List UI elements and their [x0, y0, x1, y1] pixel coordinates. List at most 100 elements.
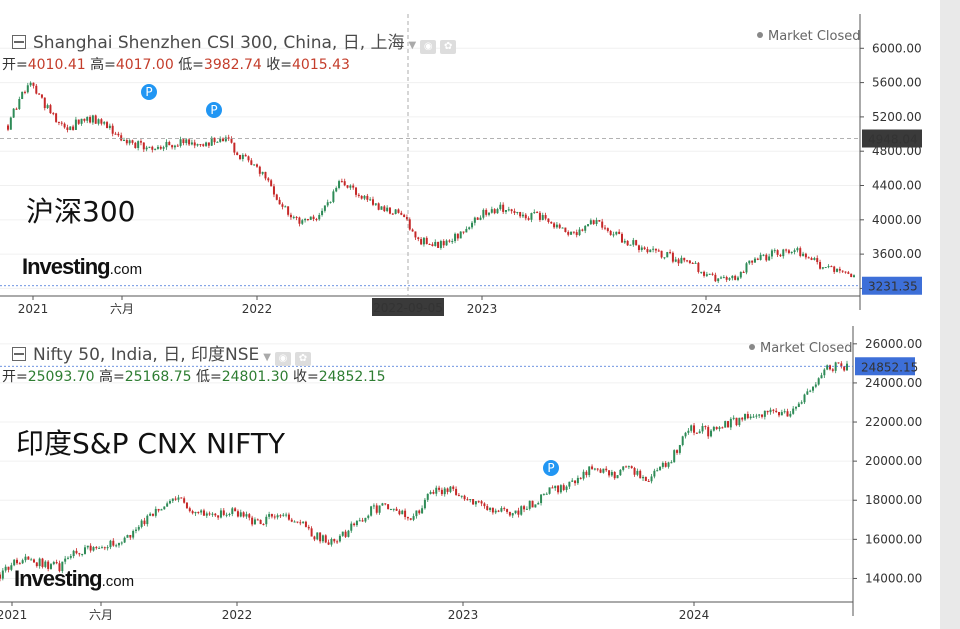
candle	[629, 244, 632, 246]
candle	[417, 236, 420, 242]
candle	[343, 178, 346, 187]
candle-body	[836, 268, 839, 272]
candle-body	[735, 417, 738, 426]
candle-body	[519, 211, 522, 217]
candle-body	[446, 488, 449, 492]
candle-body	[389, 509, 392, 511]
candle	[695, 432, 698, 435]
candle	[585, 470, 588, 478]
candle-body	[773, 250, 776, 252]
candle-body	[782, 249, 785, 257]
candle	[697, 261, 700, 274]
candle-body	[157, 508, 160, 511]
candle	[213, 137, 216, 145]
candle	[52, 112, 55, 116]
candle	[442, 239, 445, 248]
candle	[448, 239, 451, 243]
candle-body	[18, 99, 21, 110]
candle-body	[632, 240, 635, 245]
candle	[435, 485, 438, 497]
candle-body	[301, 220, 304, 224]
candle-body	[64, 558, 67, 562]
candle	[756, 257, 759, 261]
collapse-icon[interactable]	[12, 35, 26, 49]
candle-body	[69, 126, 72, 131]
candle-body	[785, 249, 788, 251]
candle-body	[508, 511, 511, 516]
candle-body	[241, 154, 244, 160]
candle-body	[752, 416, 755, 418]
candle-body	[516, 211, 519, 213]
candle	[485, 208, 488, 217]
candle-body	[106, 547, 109, 549]
candle-body	[281, 204, 284, 207]
candle	[670, 460, 673, 464]
candle	[729, 417, 732, 431]
candle-body	[228, 513, 231, 515]
candle	[591, 464, 594, 470]
candle-body	[392, 508, 395, 510]
camera-icon[interactable]: ◉	[274, 352, 291, 366]
candle	[664, 461, 667, 468]
candle-body	[514, 510, 517, 514]
candle	[0, 572, 1, 582]
candle	[806, 388, 809, 395]
candle	[131, 139, 134, 145]
candle-body	[199, 144, 202, 146]
candle	[637, 244, 640, 253]
candle	[388, 207, 391, 215]
candle-body	[343, 181, 346, 186]
candle-body	[276, 515, 279, 518]
candle	[55, 559, 58, 565]
candle-body	[510, 209, 513, 212]
candle	[372, 503, 375, 510]
last-price-tag-text: 3231.35	[868, 280, 918, 294]
candle-body	[745, 263, 748, 273]
candle	[601, 218, 604, 230]
candle-body	[653, 470, 656, 477]
candle-body	[69, 556, 72, 558]
settings-gear-icon[interactable]: ✿	[440, 40, 457, 54]
candle-body	[722, 277, 725, 279]
candle	[608, 470, 611, 478]
camera-icon[interactable]: ◉	[420, 40, 437, 54]
candle	[210, 136, 213, 147]
dropdown-caret-icon[interactable]: ▼	[263, 352, 271, 363]
candle-body	[74, 119, 77, 130]
nifty-chart-panel[interactable]: 26000.00 24000.00 22000.00 20000.00 18000.00…	[0, 326, 940, 629]
candle	[544, 212, 547, 221]
nifty-chart-svg[interactable]: 26000.00 24000.00 22000.00 20000.00 18000.00…	[0, 326, 940, 629]
candle-body	[678, 445, 681, 453]
candle-body	[369, 199, 372, 201]
candle	[429, 490, 432, 495]
collapse-icon[interactable]	[12, 347, 26, 361]
candle-body	[352, 185, 355, 188]
candle	[106, 545, 109, 551]
candle	[508, 511, 511, 517]
candle-body	[640, 247, 643, 250]
settings-gear-icon[interactable]: ✿	[294, 352, 311, 366]
candle	[61, 561, 64, 574]
candle	[731, 275, 734, 281]
candle	[700, 271, 703, 274]
candle-body	[182, 139, 185, 144]
csi300-chart-svg[interactable]: 6000.00 5600.00 5200.00 4800.00 4400.00 4000.…	[0, 14, 940, 324]
last-price-tag	[862, 276, 922, 295]
x-tick-label: 2022	[222, 608, 253, 622]
candle	[262, 523, 265, 526]
candle	[69, 553, 72, 560]
candle	[98, 546, 101, 549]
candle	[823, 368, 826, 378]
candle	[285, 512, 288, 518]
market-status: Market Closed	[749, 341, 853, 356]
candle-body	[568, 481, 571, 487]
candle	[360, 195, 363, 200]
candle-body	[483, 503, 486, 507]
candle	[63, 122, 66, 129]
candle-body	[434, 241, 437, 246]
candle-body	[850, 273, 853, 277]
candle-body	[734, 275, 737, 280]
csi300-chart-panel[interactable]: 6000.00 5600.00 5200.00 4800.00 4400.00 4000.…	[0, 14, 940, 324]
dropdown-caret-icon[interactable]: ▼	[408, 40, 417, 51]
candle-body	[213, 137, 216, 143]
